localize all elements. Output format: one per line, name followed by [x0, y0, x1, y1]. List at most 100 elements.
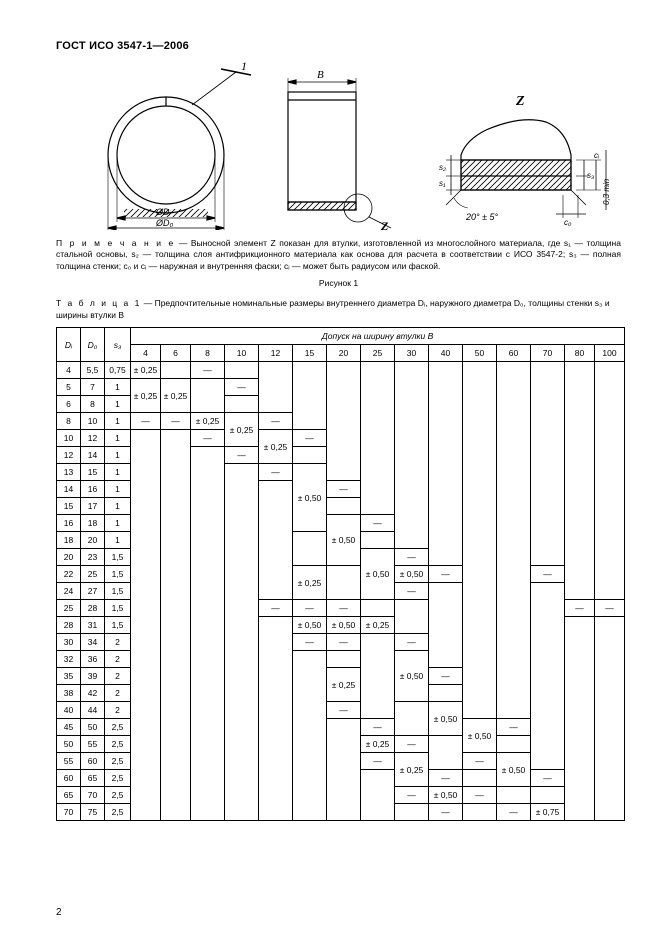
table-caption: Т а б л и ц а 1 — Предпочтительные номин…	[56, 298, 621, 321]
table-cell	[361, 634, 395, 719]
table-cell: —	[395, 634, 429, 651]
table-cell: 70	[81, 787, 105, 804]
dimensions-table: Dᵢ D₀ s₃ Допуск на ширину втулки B 46810…	[56, 327, 625, 821]
col-width: 60	[497, 345, 531, 362]
col-width: 20	[327, 345, 361, 362]
table-cell: 40	[57, 702, 81, 719]
table-cell: 22	[57, 566, 81, 583]
table-cell: 2,5	[105, 736, 131, 753]
table-cell: —	[259, 600, 293, 617]
table-cell: 25	[81, 566, 105, 583]
col-width: 40	[429, 345, 463, 362]
table-cell: 16	[81, 481, 105, 498]
table-cell: —	[395, 736, 429, 753]
table-cell: 1	[105, 532, 131, 549]
table-cell	[531, 787, 565, 804]
col-width: 80	[565, 345, 595, 362]
table-cell	[327, 362, 361, 481]
table-cell: —	[531, 770, 565, 787]
table-cell: 1	[105, 430, 131, 447]
table-cell: 28	[57, 617, 81, 634]
table-cell: 1	[105, 464, 131, 481]
table-cell: 1	[105, 498, 131, 515]
table-cell	[327, 498, 361, 515]
table-cell	[361, 770, 395, 821]
table-cell: 45	[57, 719, 81, 736]
table-cell: 28	[81, 600, 105, 617]
table-cell	[463, 804, 497, 821]
svg-text:Z: Z	[380, 219, 389, 230]
table-cell: ± 0,50	[293, 464, 327, 532]
table-cell: ± 0,25	[225, 413, 259, 447]
table-cell: 0,75	[105, 362, 131, 379]
table-cell: 5,5	[81, 362, 105, 379]
table-cell	[361, 600, 395, 617]
table-cell: —	[191, 362, 225, 379]
svg-text:0,3 min: 0,3 min	[602, 178, 611, 205]
table-cell: 60	[57, 770, 81, 787]
table-cell: 42	[81, 685, 105, 702]
table-cell	[463, 770, 497, 787]
table-cell: 31	[81, 617, 105, 634]
table-cell	[259, 481, 293, 600]
table-cell: 2	[105, 685, 131, 702]
table-cell	[497, 362, 531, 719]
table-cell: 2	[105, 634, 131, 651]
table-cell: —	[497, 804, 531, 821]
table-cell	[429, 583, 463, 668]
page-number: 2	[56, 907, 62, 918]
table-cell: 10	[81, 413, 105, 430]
table-cell: 75	[81, 804, 105, 821]
table-cell: 4	[57, 362, 81, 379]
table-cell: —	[293, 634, 327, 651]
table-cell: 1	[105, 515, 131, 532]
table-cell	[259, 362, 293, 413]
table-cell: —	[327, 481, 361, 498]
table-cell	[293, 362, 327, 430]
col-width: 30	[395, 345, 429, 362]
table-cell: —	[497, 719, 531, 736]
figure-1: 1 ØDᵢ ØD₀ B Z	[66, 60, 611, 230]
svg-text:c₀: c₀	[564, 218, 572, 227]
table-cell: 12	[57, 447, 81, 464]
svg-text:cᵢ: cᵢ	[594, 151, 600, 160]
table-cell	[293, 532, 327, 566]
table-cell: —	[395, 787, 429, 804]
table-cell: 2,5	[105, 804, 131, 821]
table-cell: 5	[57, 379, 81, 396]
table-cell: 20	[57, 549, 81, 566]
table-cell	[191, 379, 225, 413]
svg-text:s₃: s₃	[587, 171, 594, 180]
table-cell: 34	[81, 634, 105, 651]
table-cell: 65	[81, 770, 105, 787]
table-cell	[595, 617, 625, 821]
table-cell: 10	[57, 430, 81, 447]
col-width: 70	[531, 345, 565, 362]
table-cell: 16	[57, 515, 81, 532]
table-cell: ± 0,50	[429, 702, 463, 736]
table-cell: —	[463, 787, 497, 804]
table-cell: 7	[81, 379, 105, 396]
table-cell	[429, 685, 463, 702]
table-cell: 27	[81, 583, 105, 600]
svg-text:20° ± 5°: 20° ± 5°	[465, 212, 499, 222]
table-cell: —	[327, 634, 361, 651]
table-cell	[395, 362, 429, 549]
table-cell	[429, 736, 463, 770]
table-cell	[161, 362, 191, 379]
table-cell: —	[429, 770, 463, 787]
table-cell: —	[225, 447, 259, 464]
table-cell: 25	[57, 600, 81, 617]
table-cell	[463, 362, 497, 719]
table-cell: 60	[81, 753, 105, 770]
table-cell: 36	[81, 651, 105, 668]
table-cell: ± 0,25	[131, 379, 161, 413]
table-cell: —	[429, 804, 463, 821]
table-cell	[429, 362, 463, 566]
table-cell: 1	[105, 379, 131, 396]
table-cell	[225, 396, 259, 413]
svg-text:ØD₀: ØD₀	[155, 218, 174, 228]
table-cell: 2,5	[105, 787, 131, 804]
table-cell: —	[361, 515, 395, 532]
table-cell: 14	[57, 481, 81, 498]
